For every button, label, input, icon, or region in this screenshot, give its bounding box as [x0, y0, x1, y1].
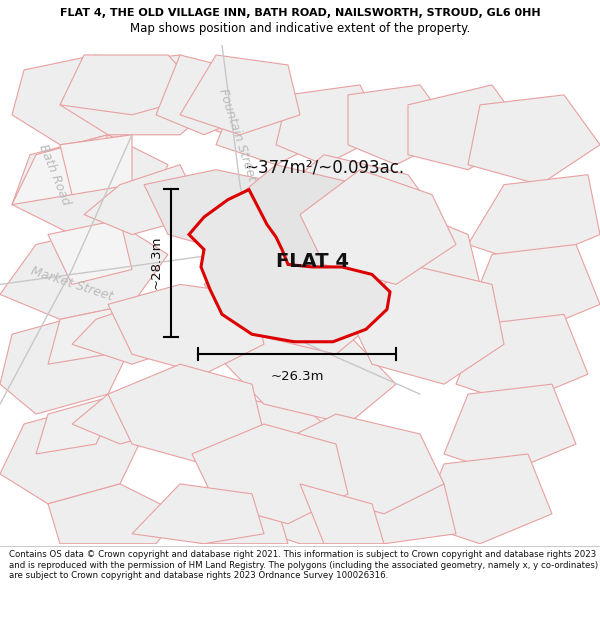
Polygon shape: [264, 155, 444, 264]
Text: FLAT 4, THE OLD VILLAGE INN, BATH ROAD, NAILSWORTH, STROUD, GL6 0HH: FLAT 4, THE OLD VILLAGE INN, BATH ROAD, …: [59, 8, 541, 18]
Polygon shape: [216, 95, 336, 165]
Text: Bath Road: Bath Road: [36, 142, 72, 207]
Polygon shape: [204, 244, 384, 354]
Polygon shape: [300, 484, 384, 544]
Polygon shape: [48, 219, 132, 284]
Polygon shape: [12, 135, 108, 204]
Polygon shape: [0, 404, 144, 504]
Polygon shape: [108, 364, 264, 464]
Polygon shape: [228, 165, 384, 274]
Polygon shape: [168, 394, 360, 494]
Polygon shape: [0, 224, 168, 319]
Polygon shape: [324, 204, 480, 324]
Text: Market Street: Market Street: [29, 265, 115, 304]
Polygon shape: [456, 314, 588, 404]
Polygon shape: [240, 494, 372, 544]
Polygon shape: [12, 55, 150, 145]
Polygon shape: [60, 135, 132, 194]
Polygon shape: [156, 504, 288, 544]
Text: ~28.3m: ~28.3m: [149, 236, 163, 289]
Text: Contains OS data © Crown copyright and database right 2021. This information is : Contains OS data © Crown copyright and d…: [9, 550, 598, 580]
Polygon shape: [189, 189, 390, 342]
Polygon shape: [300, 169, 456, 284]
Polygon shape: [276, 414, 444, 514]
Polygon shape: [468, 174, 600, 264]
Polygon shape: [444, 384, 576, 474]
Polygon shape: [132, 484, 264, 544]
Polygon shape: [276, 85, 384, 165]
Polygon shape: [348, 264, 504, 384]
Text: Map shows position and indicative extent of the property.: Map shows position and indicative extent…: [130, 22, 470, 35]
Polygon shape: [60, 55, 204, 115]
Polygon shape: [216, 314, 396, 424]
Polygon shape: [408, 85, 528, 169]
Text: Fountain Street: Fountain Street: [216, 87, 258, 182]
Polygon shape: [420, 454, 552, 544]
Text: ~26.3m: ~26.3m: [270, 370, 324, 383]
Polygon shape: [12, 135, 168, 234]
Text: ~377m²/~0.093ac.: ~377m²/~0.093ac.: [244, 158, 404, 176]
Polygon shape: [192, 424, 348, 524]
Polygon shape: [60, 55, 228, 135]
Polygon shape: [348, 85, 456, 165]
Polygon shape: [0, 314, 132, 414]
Polygon shape: [84, 165, 204, 234]
Polygon shape: [168, 65, 300, 135]
Polygon shape: [180, 55, 300, 135]
Polygon shape: [108, 284, 264, 374]
Polygon shape: [324, 484, 456, 544]
Polygon shape: [72, 374, 192, 444]
Polygon shape: [468, 95, 600, 184]
Polygon shape: [156, 55, 252, 135]
Polygon shape: [144, 169, 312, 254]
Polygon shape: [48, 484, 180, 544]
Text: FLAT 4: FLAT 4: [275, 253, 349, 271]
Polygon shape: [36, 394, 120, 454]
Polygon shape: [48, 304, 132, 364]
Polygon shape: [72, 294, 192, 364]
Polygon shape: [468, 244, 600, 334]
